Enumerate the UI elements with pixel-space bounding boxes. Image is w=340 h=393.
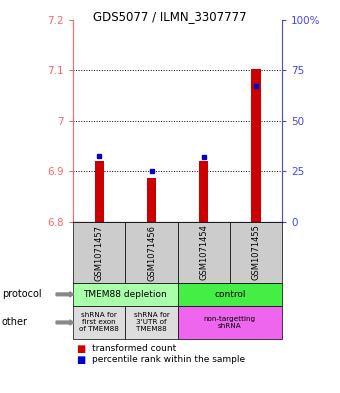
Text: GSM1071455: GSM1071455 — [252, 224, 260, 281]
Text: control: control — [214, 290, 246, 299]
Text: protocol: protocol — [2, 289, 41, 299]
Text: TMEM88 depletion: TMEM88 depletion — [84, 290, 167, 299]
Text: ■: ■ — [76, 354, 86, 365]
Text: GSM1071454: GSM1071454 — [199, 224, 208, 281]
Text: ■: ■ — [76, 344, 86, 354]
Text: GSM1071457: GSM1071457 — [95, 224, 104, 281]
Bar — [147, 178, 156, 222]
Bar — [95, 161, 104, 222]
Text: GDS5077 / ILMN_3307777: GDS5077 / ILMN_3307777 — [93, 10, 247, 23]
Text: shRNA for
first exon
of TMEM88: shRNA for first exon of TMEM88 — [79, 312, 119, 332]
Text: percentile rank within the sample: percentile rank within the sample — [92, 355, 245, 364]
Text: transformed count: transformed count — [92, 345, 176, 353]
Text: GSM1071456: GSM1071456 — [147, 224, 156, 281]
Text: shRNA for
3'UTR of
TMEM88: shRNA for 3'UTR of TMEM88 — [134, 312, 169, 332]
Text: non-targetting
shRNA: non-targetting shRNA — [204, 316, 256, 329]
Bar — [251, 69, 261, 222]
Text: other: other — [2, 318, 28, 327]
Bar — [199, 162, 208, 222]
